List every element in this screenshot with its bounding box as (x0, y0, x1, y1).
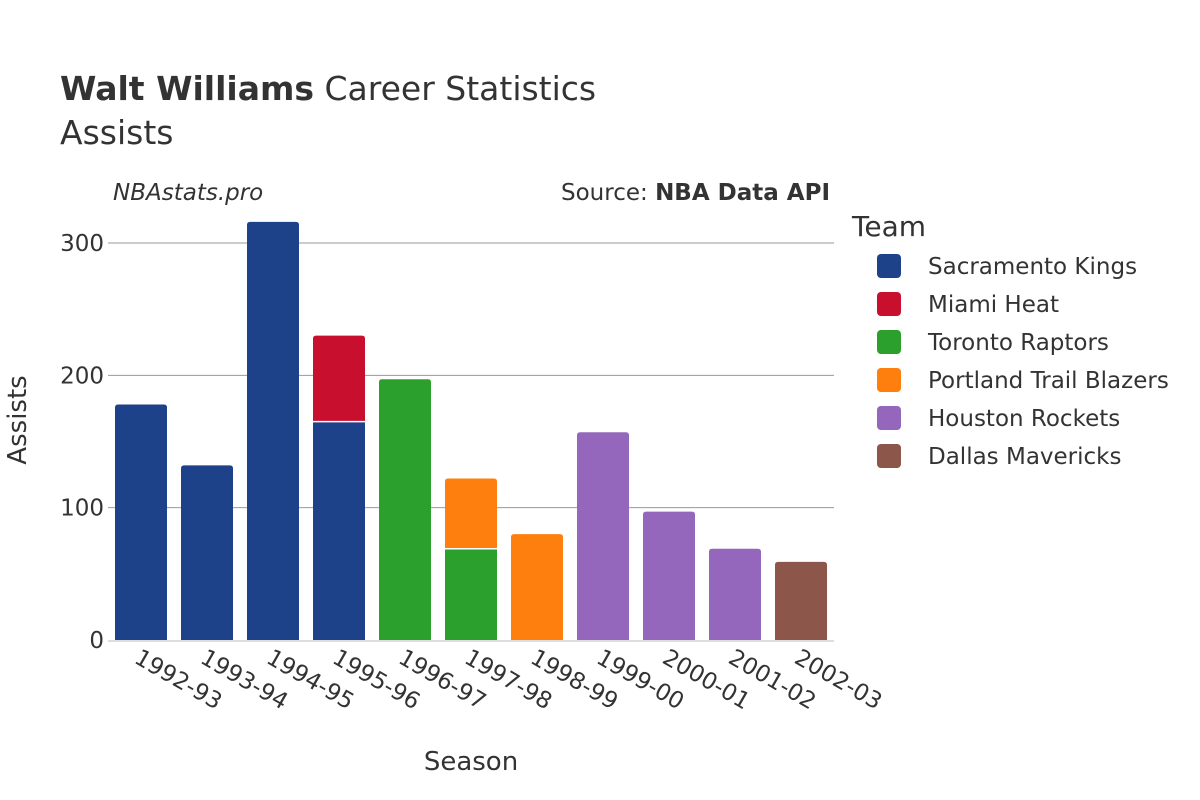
bar-1992-93-sacramento-kings (115, 404, 167, 640)
y-tick-label: 200 (60, 363, 104, 389)
y-tick-label: 100 (60, 496, 104, 522)
legend-item-miami-heat[interactable]: Miami Heat (877, 292, 1059, 318)
bar-1997-98-portland-trail-blazers (445, 478, 497, 549)
y-tick-label: 300 (60, 231, 104, 257)
legend-label: Toronto Raptors (927, 330, 1109, 356)
source-prefix: Source: (561, 180, 655, 206)
legend-label: Dallas Mavericks (928, 444, 1121, 470)
chart-subtitle: Assists (60, 113, 173, 152)
legend-swatch (877, 444, 901, 468)
source-text: Source: NBA Data API (561, 180, 830, 206)
bar-2000-01-houston-rockets (643, 511, 695, 640)
legend-label: Houston Rockets (928, 406, 1120, 432)
legend-swatch (877, 292, 901, 316)
legend-item-houston-rockets[interactable]: Houston Rockets (877, 406, 1120, 432)
y-tick-labels: 0 100 200 300 (60, 231, 104, 654)
legend-swatch (877, 368, 901, 392)
credit-text: NBAstats.pro (113, 180, 263, 206)
source-name: NBA Data API (655, 180, 830, 206)
bar-1995-96-sacramento-kings (313, 421, 365, 640)
bar-1997-98-toronto-raptors (445, 548, 497, 640)
bar-1999-00-houston-rockets (577, 432, 629, 640)
legend-label: Sacramento Kings (928, 254, 1137, 280)
legend-label: Portland Trail Blazers (928, 368, 1169, 394)
legend-item-sacramento-kings[interactable]: Sacramento Kings (877, 254, 1137, 280)
bar-2002-03-dallas-mavericks (775, 561, 827, 640)
bar-2001-02-houston-rockets (709, 548, 761, 640)
legend-title: Team (851, 210, 926, 243)
legend-label: Miami Heat (928, 292, 1059, 318)
legend-item-portland-trail-blazers[interactable]: Portland Trail Blazers (877, 368, 1169, 394)
y-tick-label: 0 (89, 628, 104, 654)
chart-title: Walt Williams Career Statistics (60, 69, 596, 108)
legend-swatch (877, 406, 901, 430)
legend-swatch (877, 330, 901, 354)
bar-1996-97-toronto-raptors (379, 379, 431, 640)
title-suffix: Career Statistics (314, 69, 596, 108)
legend: Team Sacramento Kings Miami Heat Toronto R… (851, 210, 1169, 470)
bar-1998-99-portland-trail-blazers (511, 534, 563, 640)
x-tick-labels: 1992-931993-941994-951995-961996-971997-… (130, 645, 886, 716)
player-name: Walt Williams (60, 69, 314, 108)
x-axis-title: Season (424, 747, 518, 777)
bar-1995-96-miami-heat (313, 335, 365, 422)
legend-item-toronto-raptors[interactable]: Toronto Raptors (877, 330, 1109, 356)
bars (115, 221, 827, 640)
bar-1993-94-sacramento-kings (181, 465, 233, 640)
bar-1994-95-sacramento-kings (247, 221, 299, 640)
legend-swatch (877, 254, 901, 278)
legend-items: Sacramento Kings Miami Heat Toronto Raptor… (877, 254, 1169, 470)
y-axis-title: Assists (3, 375, 33, 464)
legend-item-dallas-mavericks[interactable]: Dallas Mavericks (877, 444, 1121, 470)
